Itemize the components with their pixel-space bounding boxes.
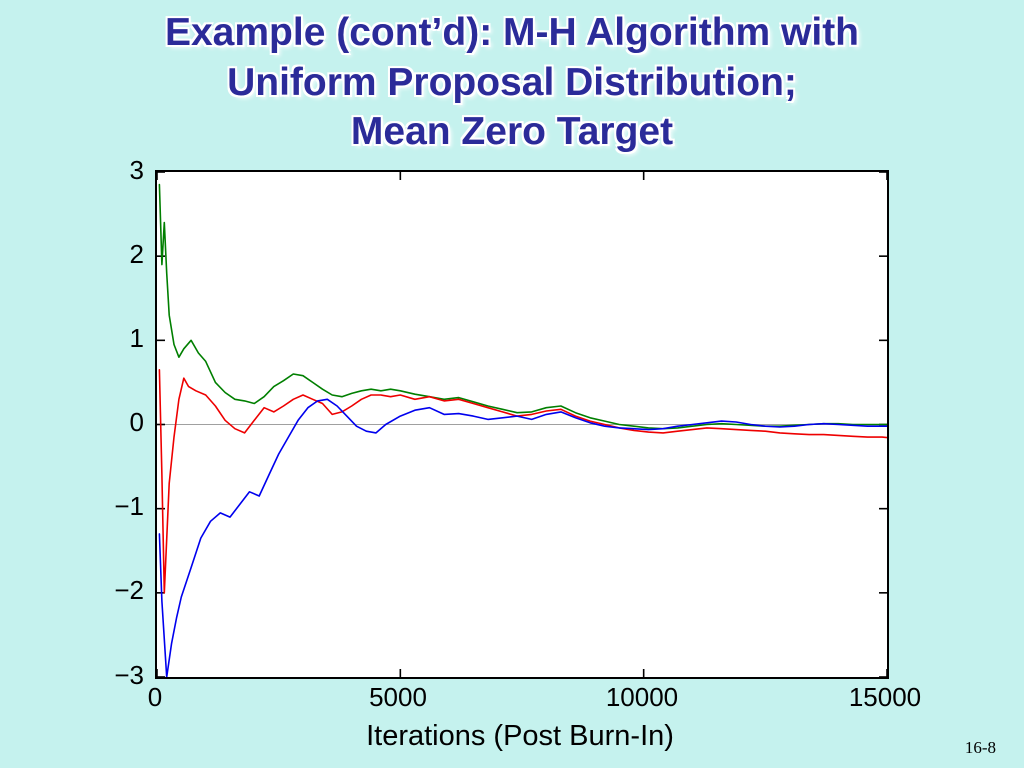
x-tick-label: 5000 — [369, 682, 427, 712]
y-tick-label: 0 — [129, 407, 144, 437]
slide-title: Example (cont’d): M-H Algorithm with Uni… — [0, 8, 1024, 157]
x-tick-label: 15000 — [848, 682, 922, 712]
y-tick-label: −1 — [114, 491, 144, 521]
slide-title-line-1: Example (cont’d): M-H Algorithm with — [164, 11, 860, 54]
slide-title-line-2: Uniform Proposal Distribution; — [227, 60, 797, 104]
y-tick-label: −3 — [114, 660, 144, 690]
slide-title-line-3: Mean Zero Target — [350, 110, 674, 154]
x-axis-label: Iterations (Post Burn-In) — [366, 720, 674, 752]
page-number: 16-8 — [964, 738, 996, 757]
x-tick-label: 0 — [147, 682, 163, 712]
x-tick-label: 10000 — [605, 682, 679, 712]
y-tick-label: 3 — [129, 155, 144, 185]
y-tick-label: −2 — [114, 575, 144, 605]
y-tick-label: 2 — [129, 239, 144, 269]
y-tick-label: 1 — [129, 323, 144, 353]
convergence-chart — [155, 170, 889, 679]
